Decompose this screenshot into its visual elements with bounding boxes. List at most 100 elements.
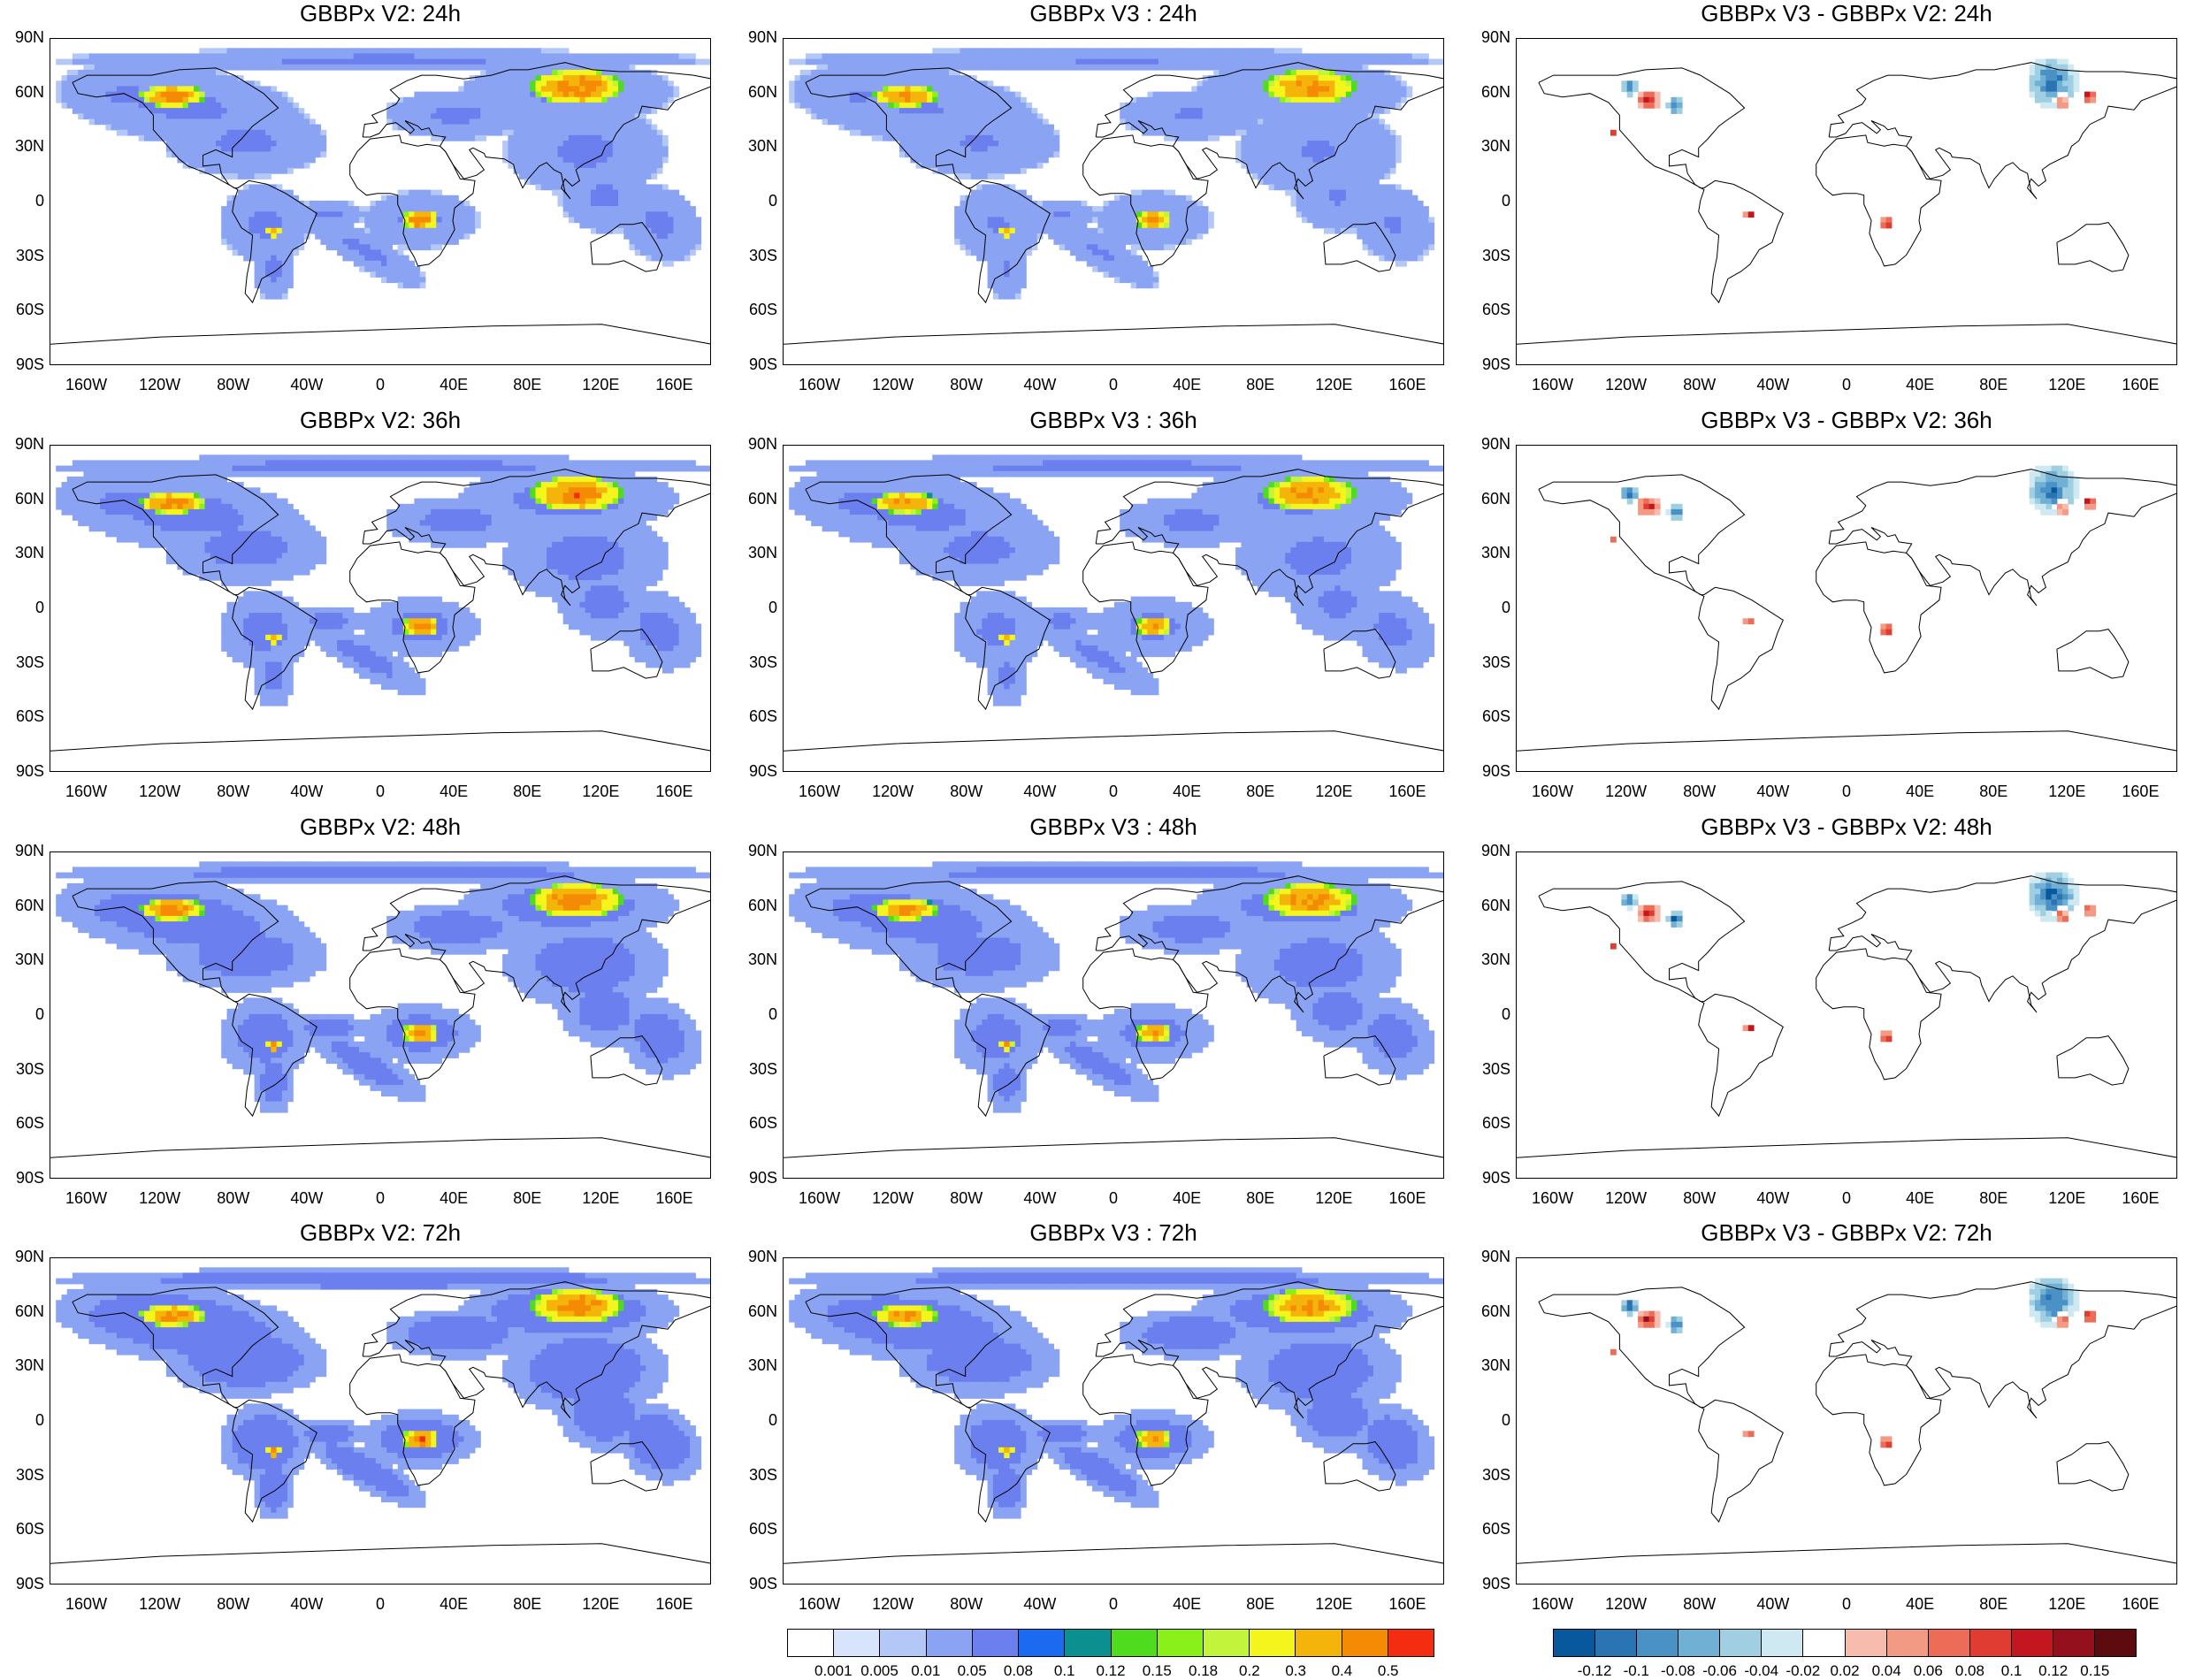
lon-tick-label: 160E xyxy=(2105,1595,2176,1614)
map-panel xyxy=(50,38,711,365)
colorbar-label: 0.1 xyxy=(1038,1662,1091,1680)
map-canvas xyxy=(1517,58,2176,345)
coastline xyxy=(1082,948,1209,1081)
colorbar-label: 0.12 xyxy=(2027,1662,2080,1680)
colorbar-box xyxy=(1845,1630,1887,1656)
coastline xyxy=(50,324,710,345)
aod-field xyxy=(56,1267,710,1519)
lat-tick-label: 60N xyxy=(0,83,44,102)
map-panel xyxy=(50,1257,711,1585)
colorbar-label: 0.08 xyxy=(991,1662,1044,1680)
lat-tick-label: 90S xyxy=(1464,762,1510,781)
colorbar-label: 0.4 xyxy=(1315,1662,1368,1680)
difference-field xyxy=(1610,58,2097,229)
lon-tick-label: 80W xyxy=(1664,1189,1735,1208)
map-panel xyxy=(783,851,1444,1179)
colorbar-label: 0.04 xyxy=(1860,1662,1913,1680)
lon-tick-label: 80E xyxy=(1958,1595,2029,1614)
coastline xyxy=(2056,222,2130,272)
coastline xyxy=(1828,875,2176,1013)
lat-tick-label: 60S xyxy=(0,707,44,726)
colorbar-box xyxy=(1969,1630,2012,1656)
colorbar-box xyxy=(788,1630,835,1656)
aod-field xyxy=(789,1267,1443,1519)
coastline xyxy=(349,948,476,1081)
lon-tick-label: 80E xyxy=(1225,783,1296,801)
lon-tick-label: 160W xyxy=(1518,1595,1588,1614)
map-canvas xyxy=(50,1267,710,1564)
colorbar-label: -0.12 xyxy=(1568,1662,1621,1680)
lon-tick-label: 120W xyxy=(858,783,929,801)
lon-tick-label: 120E xyxy=(565,376,636,394)
lat-tick-label: 30S xyxy=(0,247,44,265)
colorbar-box xyxy=(2053,1630,2096,1656)
map-panel xyxy=(783,1257,1444,1585)
lon-tick-label: 40E xyxy=(1885,376,1955,394)
lon-tick-label: 40W xyxy=(1738,376,1808,394)
lon-tick-label: 120W xyxy=(858,1595,929,1614)
aod-field xyxy=(789,861,1443,1113)
lat-tick-label: 30N xyxy=(731,951,777,969)
colorbar-label: -0.06 xyxy=(1694,1662,1747,1680)
lat-tick-label: 90S xyxy=(0,1169,44,1187)
lat-tick-label: 60N xyxy=(731,83,777,102)
colorbar-box xyxy=(1762,1630,1804,1656)
lon-tick-label: 80W xyxy=(931,783,1002,801)
coastline xyxy=(2056,1441,2130,1492)
panel-title: GBBPx V3 : 72h xyxy=(783,1219,1444,1247)
lon-tick-label: 80W xyxy=(1664,783,1735,801)
lon-tick-label: 120E xyxy=(565,1595,636,1614)
panel-title: GBBPx V2: 36h xyxy=(50,407,711,434)
colorbar-label: 0.06 xyxy=(1901,1662,1954,1680)
colorbar-box xyxy=(1157,1630,1204,1656)
coastline xyxy=(72,474,317,711)
coastline xyxy=(1323,1035,1396,1086)
coastline xyxy=(362,469,710,607)
coastline xyxy=(590,629,663,679)
coastline xyxy=(805,1287,1051,1523)
coastline xyxy=(349,134,476,267)
colorbar-label: 0.05 xyxy=(945,1662,998,1680)
coastline xyxy=(72,881,317,1118)
lon-tick-label: 120W xyxy=(858,1189,929,1208)
coastline xyxy=(1816,948,1942,1081)
lon-tick-label: 120E xyxy=(2031,783,2102,801)
coastline xyxy=(1538,1287,1784,1523)
panel-title: GBBPx V3 - GBBPx V2: 24h xyxy=(1516,0,2177,27)
panel-title: GBBPx V2: 72h xyxy=(50,1219,711,1247)
coastline xyxy=(1517,1543,2176,1564)
coastline xyxy=(590,1441,663,1492)
lat-tick-label: 60N xyxy=(1464,1302,1510,1321)
coastline xyxy=(362,875,710,1013)
lat-tick-label: 30N xyxy=(0,137,44,156)
coastline xyxy=(1323,222,1396,272)
lat-tick-label: 30N xyxy=(1464,544,1510,562)
lon-tick-label: 80E xyxy=(492,783,562,801)
coastline xyxy=(50,730,710,752)
lon-tick-label: 80E xyxy=(492,1189,562,1208)
lat-tick-label: 30N xyxy=(731,1356,777,1375)
coastline xyxy=(1828,1281,2176,1419)
map-panel xyxy=(1516,38,2177,365)
lat-tick-label: 60N xyxy=(1464,83,1510,102)
coastline xyxy=(1095,875,1443,1013)
colorbar-aod xyxy=(787,1629,1434,1657)
colorbar-label: 0.15 xyxy=(1130,1662,1183,1680)
coastline xyxy=(349,1354,476,1486)
coastline xyxy=(1816,541,1942,674)
lon-tick-label: 40E xyxy=(1885,1189,1955,1208)
lat-tick-label: 30N xyxy=(731,544,777,562)
lon-tick-label: 160E xyxy=(1372,376,1442,394)
lon-tick-label: 160E xyxy=(1372,783,1442,801)
colorbar-box xyxy=(1720,1630,1763,1656)
map-canvas xyxy=(1517,1278,2176,1564)
lon-tick-label: 40E xyxy=(418,1595,489,1614)
coastline xyxy=(1538,67,1784,304)
lat-tick-label: 90S xyxy=(731,1575,777,1593)
map-panel xyxy=(50,851,711,1179)
colorbar-box xyxy=(2011,1630,2053,1656)
colorbar-box xyxy=(1928,1630,1970,1656)
lon-tick-label: 40E xyxy=(418,783,489,801)
lon-tick-label: 80W xyxy=(931,1595,1002,1614)
lat-tick-label: 30N xyxy=(0,951,44,969)
